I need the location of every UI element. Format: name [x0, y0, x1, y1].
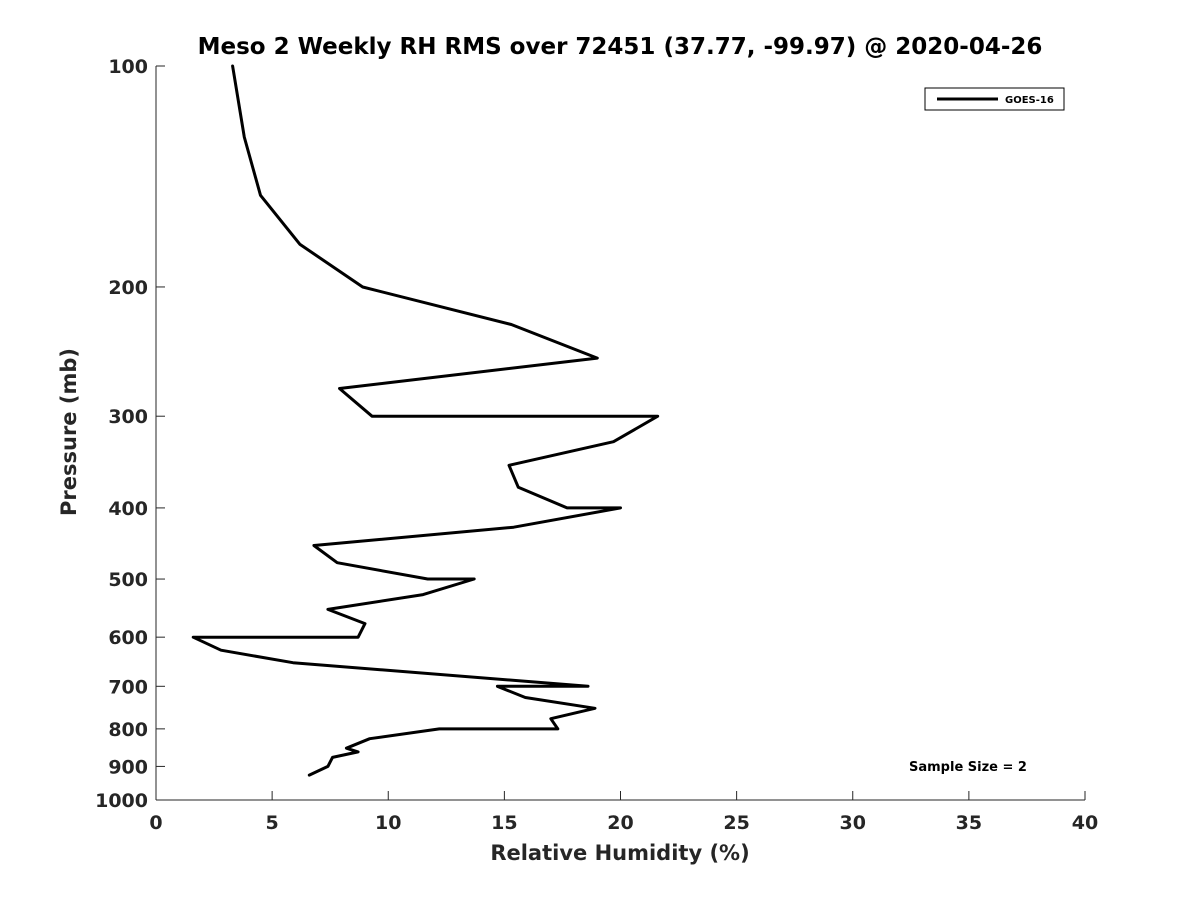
y-tick-label: 200 [108, 277, 148, 299]
x-tick-label: 15 [491, 812, 517, 834]
y-tick-label: 1000 [95, 790, 148, 812]
x-axis-label: Relative Humidity (%) [490, 841, 749, 865]
y-tick-label: 900 [108, 756, 148, 778]
y-tick-label: 300 [108, 406, 148, 428]
y-tick-label: 100 [108, 56, 148, 78]
x-tick-label: 10 [375, 812, 401, 834]
y-tick-label: 500 [108, 569, 148, 591]
chart-title: Meso 2 Weekly RH RMS over 72451 (37.77, … [198, 34, 1043, 60]
legend: GOES-16 [924, 87, 1065, 111]
y-tick-label: 400 [108, 498, 148, 520]
y-tick-label: 700 [108, 676, 148, 698]
x-tick-label: 5 [266, 812, 279, 834]
x-tick-label: 0 [149, 812, 162, 834]
x-tick-label: 40 [1072, 812, 1098, 834]
legend-label-goes-16: GOES-16 [1005, 95, 1054, 106]
x-tick-label: 30 [840, 812, 866, 834]
series-line-goes-16 [191, 64, 660, 777]
x-tick-label: 20 [607, 812, 633, 834]
y-tick-label: 600 [108, 627, 148, 649]
y-tick-label: 800 [108, 719, 148, 741]
x-tick-label: 35 [956, 812, 982, 834]
sample-size-annotation: Sample Size = 2 [909, 760, 1027, 775]
x-tick-label: 25 [723, 812, 749, 834]
plot-axes [155, 66, 1085, 801]
axis-ticks: 0 5 10 15 20 25 30 35 40 100 200 300 400 500 600 700 800… [95, 56, 1098, 834]
series-layer [191, 64, 660, 777]
y-axis-label: Pressure (mb) [57, 348, 81, 516]
